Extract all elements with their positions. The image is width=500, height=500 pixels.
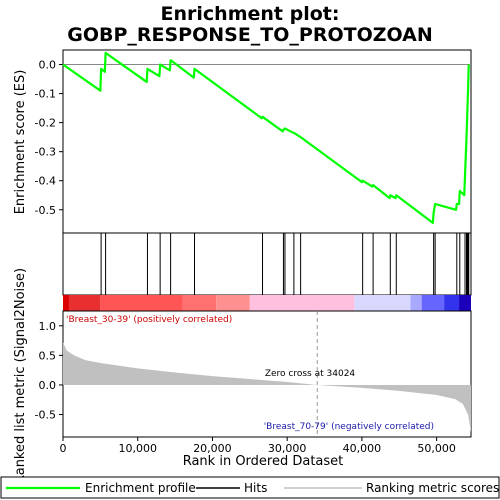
heat-segment [100,295,183,311]
hits-markers [100,233,470,295]
legend-enrichment-label: Enrichment profile [85,481,196,495]
heat-segment [63,295,69,311]
heat-segment [459,295,471,311]
zero-cross-label: Zero cross at 34024 [265,369,356,379]
hits-panel-frame [62,232,472,296]
es-tick-label: -0.4 [35,175,56,188]
x-tick-label: 0 [60,442,67,455]
x-tick-label: 40,000 [343,442,382,455]
metric-axis-label: Ranked list metric (Signal2Noise) [13,268,28,484]
es-tick-label: -0.1 [35,88,56,101]
metric-tick-label: 0.0 [39,379,57,392]
heat-segment [68,295,101,311]
es-tick-label: -0.2 [35,117,56,130]
heat-segment [354,295,411,311]
x-tick-label: 10,000 [118,442,157,455]
positive-correlation-label: 'Breast_30-39' (positively correlated) [66,315,232,325]
chart-title-line-1: Enrichment plot: [161,3,340,25]
x-tick-label: 30,000 [268,442,307,455]
heat-segment [444,295,460,311]
x-axis-ticks: 0 10,000 20,000 30,000 40,000 50,000 [60,437,456,455]
heat-segment [410,295,422,311]
chart-title-line-2: GOBP_RESPONSE_TO_PROTOZOAN [67,24,433,46]
heat-segment [182,295,217,311]
heat-segment [249,295,355,311]
heat-segment [216,295,250,311]
legend-metric-label: Ranking metric scores [366,481,499,495]
ranking-heat-bar [63,295,471,311]
es-axis-label: Enrichment score (ES) [13,70,28,215]
es-tick-label: -0.5 [35,204,56,217]
es-axis-ticks: 0.0 -0.1 -0.2 -0.3 -0.4 -0.5 [35,59,471,217]
heat-segment [421,295,445,311]
negative-correlation-label: 'Breast_70-79' (negatively correlated) [264,422,434,432]
metric-axis-ticks: 1.0 0.5 0.0 -0.5 [35,320,63,422]
es-tick-label: 0.0 [39,59,57,72]
es-tick-label: -0.3 [35,146,56,159]
enrichment-profile-line [62,51,470,224]
ranking-metric-area [63,342,471,433]
legend-hits-label: Hits [244,481,267,495]
es-panel-frame [62,49,472,234]
legend: Enrichment profile Hits Ranking metric s… [0,476,500,499]
metric-tick-label: 1.0 [39,320,57,333]
x-tick-label: 50,000 [417,442,456,455]
metric-tick-label: -0.5 [35,409,56,422]
metric-tick-label: 0.5 [39,349,57,362]
legend-box [0,476,500,499]
x-tick-label: 20,000 [193,442,232,455]
x-axis-label: Rank in Ordered Dataset [183,454,344,469]
